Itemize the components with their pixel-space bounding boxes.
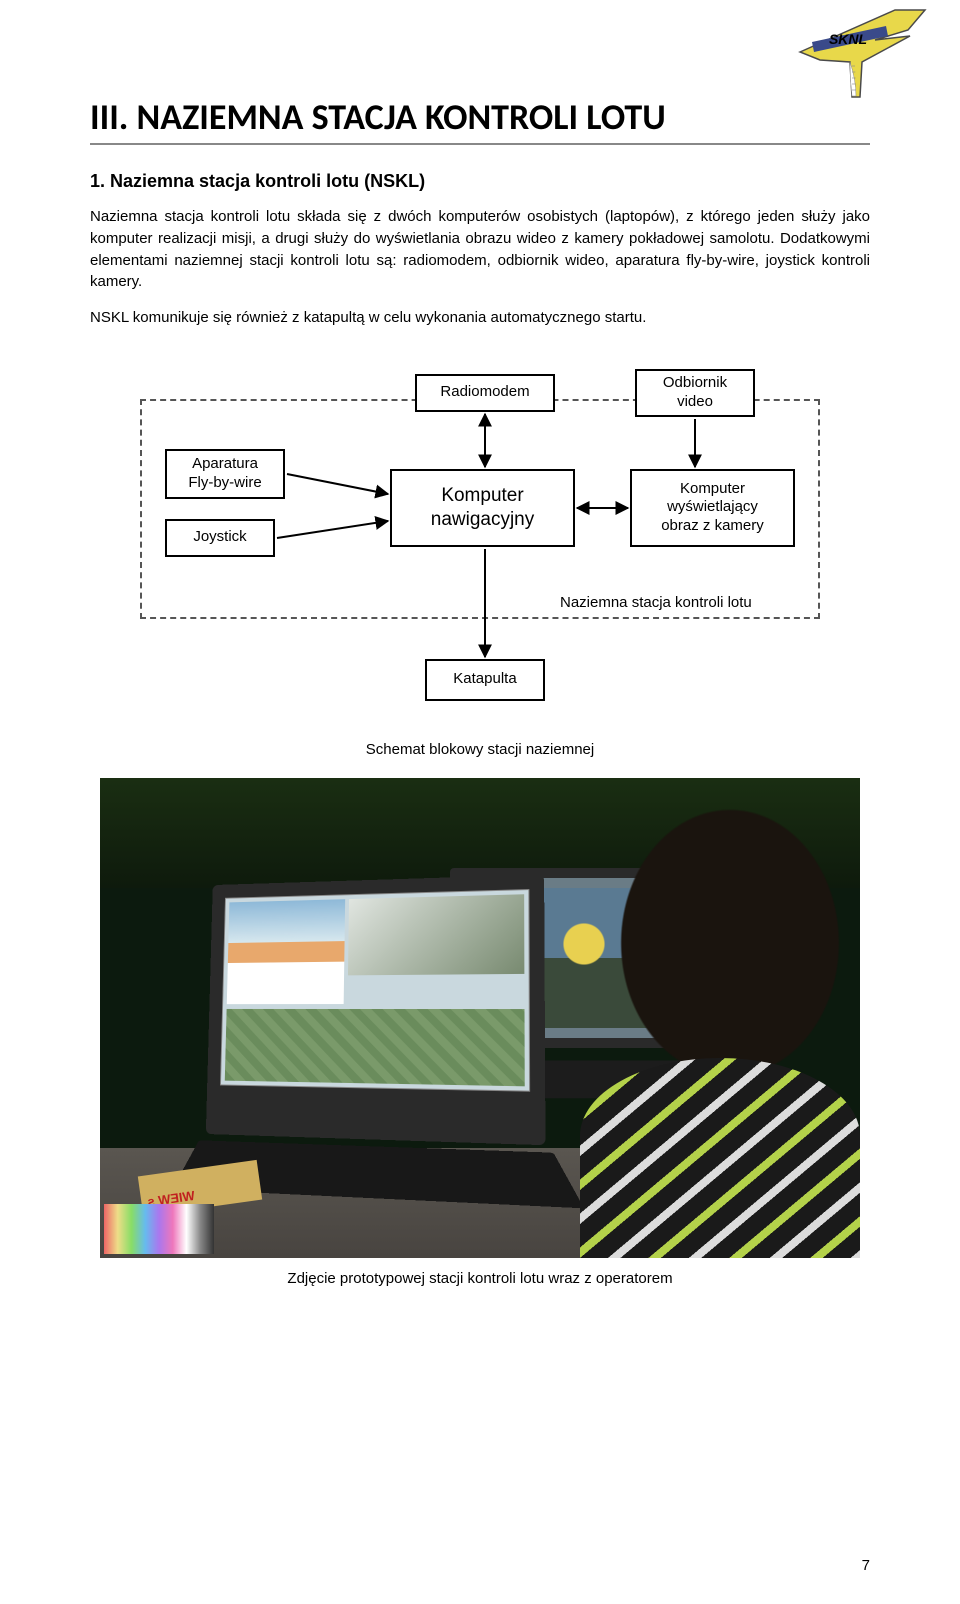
block-diagram: Radiomodem Odbiornik video Aparatura Fly… — [90, 349, 870, 729]
figure2-caption: Zdjęcie prototypowej stacji kontroli lot… — [90, 1270, 870, 1287]
paragraph-1: Naziemna stacja kontroli lotu składa się… — [90, 206, 870, 293]
page-number: 7 — [862, 1557, 870, 1574]
logo-text: SKNL — [829, 31, 867, 47]
paragraph-2: NSKL komunikuje się również z katapultą … — [90, 307, 870, 329]
photo-operator — [540, 808, 860, 1258]
page-title: III. NAZIEMNA STACJA KONTROLI LOTU — [90, 95, 870, 145]
section-subheading: 1. Naziemna stacja kontroli lotu (NSKL) — [90, 171, 870, 192]
figure1-caption: Schemat blokowy stacji naziemnej — [90, 741, 870, 758]
sknl-logo: SKNL — [790, 2, 930, 102]
photo — [90, 778, 870, 1258]
photo-colorchart — [104, 1204, 214, 1254]
photo-laptop-left — [206, 874, 546, 1145]
diagram-arrows — [130, 349, 830, 729]
